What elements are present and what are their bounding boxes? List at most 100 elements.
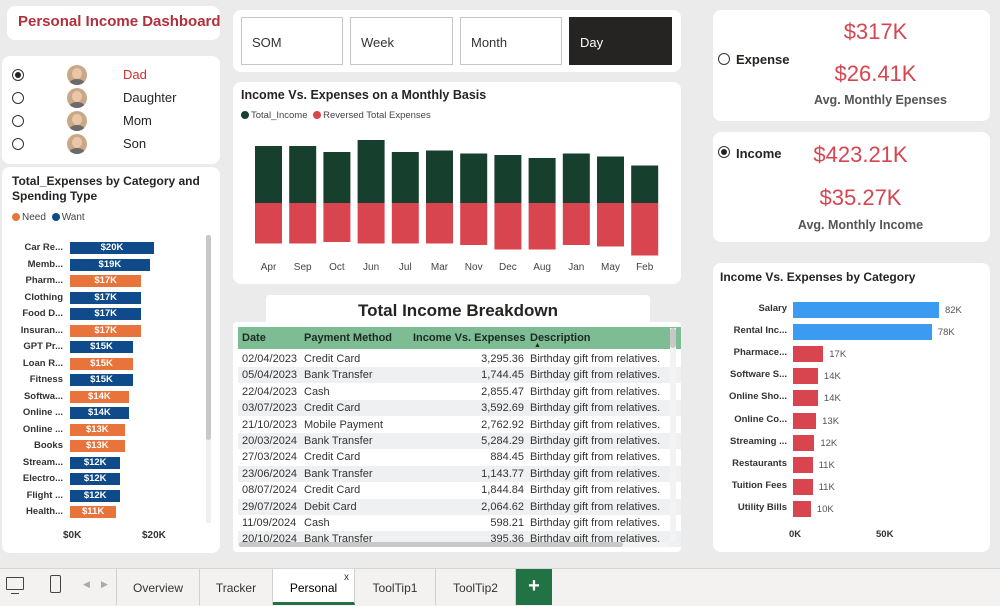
table-cell: Birthday gift from relatives.	[530, 369, 661, 382]
column-header-description[interactable]: Description	[530, 332, 591, 344]
bar-value-label: $15K	[90, 341, 113, 352]
expense-kpi-card: Expense $317K $26.41K Avg. Monthly Epens…	[713, 10, 990, 121]
scrollbar[interactable]	[206, 235, 211, 523]
radio-icon[interactable]	[12, 92, 24, 104]
table-cell: Birthday gift from relatives.	[530, 467, 661, 480]
member-option-son[interactable]: Son	[10, 134, 210, 154]
next-page-icon[interactable]: ▶	[101, 579, 108, 589]
table-cell: Birthday gift from relatives.	[530, 402, 661, 415]
period-button-week[interactable]: Week	[350, 17, 453, 65]
table-row[interactable]: 29/07/2024 Debit Card 2,064.62 Birthday gif…	[238, 498, 681, 515]
table-row[interactable]: 08/07/2024 Credit Card 1,844.84 Birthday gi…	[238, 482, 681, 498]
table-cell: 1,744.45	[481, 369, 524, 382]
table-cell: 2,064.62	[481, 500, 524, 513]
category-bar	[793, 346, 824, 363]
income-kpi-card: Income $423.21K $35.27K Avg. Monthly Inc…	[713, 132, 990, 242]
bar-value-label: $12K	[83, 473, 107, 484]
radio-selected-icon[interactable]	[12, 69, 24, 81]
monthly-chart-svg: Apr Sep Oct Jun Jul Mar Nov Dec Aug Jan May Feb	[255, 140, 659, 273]
add-page-button[interactable]: +	[516, 569, 552, 605]
category-label: Online ...	[22, 407, 63, 418]
tab-tooltip2[interactable]: ToolTip2	[436, 569, 516, 605]
table-cell: 29/07/2024	[242, 500, 298, 513]
expense-bar	[70, 456, 121, 469]
radio-icon[interactable]	[12, 115, 24, 127]
member-option-mom[interactable]: Mom	[10, 111, 210, 131]
category-label: Utility Bills	[737, 501, 787, 513]
expense-bar	[528, 203, 556, 250]
income-radio-selected-icon[interactable]	[718, 146, 730, 158]
expense-kpi-label[interactable]: Expense	[736, 52, 790, 67]
horizontal-scrollbar-thumb[interactable]	[239, 542, 623, 547]
income-bar	[528, 158, 556, 203]
bar-value-label: $17K	[94, 275, 118, 286]
category-label: Salary	[758, 303, 787, 314]
bar-value-label: $12K	[83, 489, 107, 501]
month-tick-label: Jan	[568, 262, 584, 273]
month-tick-label: Apr	[261, 262, 277, 273]
category-label: Flight ...	[26, 489, 63, 501]
expense-bar	[70, 275, 142, 287]
radio-icon[interactable]	[12, 138, 24, 150]
category-label: Clothing	[24, 291, 63, 303]
desktop-view-icon-stand	[11, 590, 19, 594]
desktop-view-icon[interactable]	[6, 577, 24, 590]
period-button-day[interactable]: Day	[569, 17, 672, 65]
table-row[interactable]: 11/09/2024 Cash 598.21 Birthday gift from r…	[238, 515, 681, 531]
income-kpi-label[interactable]: Income	[736, 146, 782, 161]
expense-bar	[289, 203, 317, 244]
close-tab-icon[interactable]: x	[344, 572, 349, 583]
member-option-dad[interactable]: Dad	[10, 65, 210, 85]
tab-personal[interactable]: Personal x	[273, 569, 355, 605]
table-row[interactable]: 03/07/2023 Credit Card 3,592.69 Birthday gi…	[238, 400, 681, 417]
scrollbar-thumb[interactable]	[206, 235, 211, 440]
vertical-scrollbar[interactable]	[670, 328, 676, 542]
column-header-payment-method[interactable]: Payment Method	[304, 332, 393, 344]
table-row[interactable]: 02/04/2023 Credit Card 3,295.36 Birthday gi…	[238, 351, 681, 367]
tab-tracker[interactable]: Tracker	[200, 569, 273, 605]
table-cell: 2,762.92	[481, 418, 524, 431]
column-header-income-vs-expenses[interactable]: Income Vs. Expenses	[413, 332, 526, 344]
category-label: Pharmace...	[733, 347, 787, 359]
table-row[interactable]: 05/04/2023 Bank Transfer 1,744.45 Birthday …	[238, 367, 681, 384]
expense-radio-icon[interactable]	[718, 53, 730, 65]
table-cell: 2,855.47	[481, 385, 524, 398]
expense-average-label: Avg. Monthly Epenses	[814, 93, 947, 107]
table-row[interactable]: 20/03/2024 Bank Transfer 5,284.29 Birthday …	[238, 433, 681, 449]
period-button-month[interactable]: Month	[460, 17, 562, 65]
table-cell: Credit Card	[304, 402, 361, 415]
table-cell: Birthday gift from relatives.	[530, 500, 661, 513]
tab-tooltip1[interactable]: ToolTip1	[355, 569, 436, 605]
avatar	[67, 65, 87, 85]
member-option-daughter[interactable]: Daughter	[10, 88, 210, 108]
legend-dot-icon	[241, 111, 249, 119]
table-row[interactable]: 22/04/2023 Cash 2,855.47 Birthday gift from…	[238, 384, 681, 400]
bar-value-label: 82K	[944, 305, 962, 316]
horizontal-scrollbar[interactable]	[239, 542, 669, 547]
column-header-date[interactable]: Date	[242, 332, 266, 344]
category-label: Stream...	[22, 456, 63, 468]
member-label: Son	[123, 136, 147, 151]
vertical-scrollbar-thumb[interactable]	[670, 328, 676, 348]
expense-average: $26.41K	[834, 61, 917, 86]
bar-value-label: $14K	[88, 390, 111, 402]
category-label: Health...	[26, 506, 63, 517]
period-button-som[interactable]: SOM	[241, 17, 343, 65]
table-row[interactable]: 27/03/2024 Credit Card 884.45 Birthday gift…	[238, 449, 681, 465]
month-tick-label: Jul	[399, 262, 412, 273]
tab-label: Personal	[289, 581, 338, 595]
table-row[interactable]: 23/06/2024 Bank Transfer 1,143.77 Birthday …	[238, 465, 681, 482]
tab-overview[interactable]: Overview	[116, 569, 200, 605]
table-row[interactable]: 21/10/2023 Mobile Payment 2,762.92 Birthday…	[238, 417, 681, 433]
x-axis-tick: 50K	[876, 529, 894, 540]
table-cell: Cash	[304, 517, 330, 529]
mobile-view-icon[interactable]	[50, 575, 61, 593]
breakdown-title-card: Total Income Breakdown	[266, 295, 650, 325]
income-bar	[631, 165, 659, 203]
table-cell: 1,844.84	[481, 484, 524, 497]
income-bar	[323, 152, 351, 203]
table-cell: Credit Card	[304, 353, 361, 365]
expense-bar	[70, 489, 121, 502]
previous-page-icon[interactable]: ◀	[83, 579, 90, 589]
table-cell: 20/03/2024	[242, 435, 298, 447]
